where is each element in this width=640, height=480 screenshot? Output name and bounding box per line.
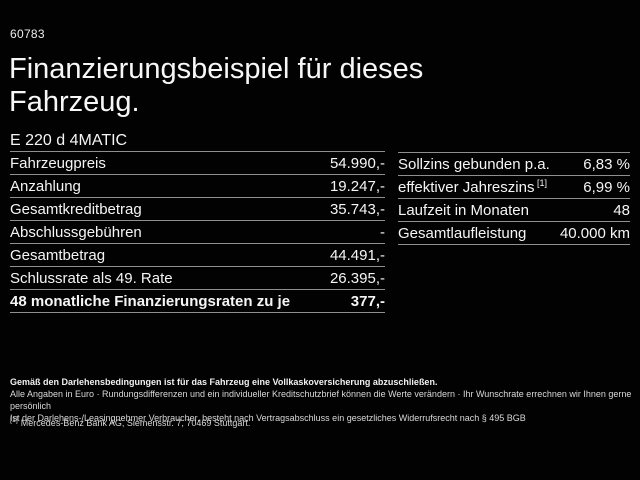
vehicle-model-name: E 220 d 4MATIC <box>10 132 128 149</box>
table-row: Anzahlung 19.247,- <box>10 175 385 198</box>
fine-print-withdrawal-note: Ist der Darlehens-/Leasingnehmer Verbrau… <box>10 413 526 423</box>
row-value: 54.990,- <box>329 154 385 172</box>
table-row: Gesamtkreditbetrag 35.743,- <box>10 198 385 221</box>
finance-details-table: E 220 d 4MATIC Fahrzeugpreis 54.990,- Anza… <box>10 131 385 313</box>
footnote-marker: [1] <box>10 417 18 424</box>
row-label: Anzahlung <box>10 177 81 195</box>
row-value: 377,- <box>350 292 385 310</box>
table-row: Abschlussgebühren - <box>10 221 385 244</box>
legal-fine-print: Gemäß den Darlehensbedingungen ist für d… <box>10 376 632 424</box>
row-label: Fahrzeugpreis <box>10 154 106 172</box>
footnote-text: Mercedes-Benz Bank AG, Siemensstr. 7, 70… <box>20 418 251 428</box>
table-row: effektiver Jahreszins [1] 6,99 % <box>398 176 630 199</box>
row-value: 40.000 km <box>559 224 630 242</box>
bank-footnote: [1] Mercedes-Benz Bank AG, Siemensstr. 7,… <box>10 417 250 428</box>
row-label: Abschlussgebühren <box>10 223 142 241</box>
row-value: 26.395,- <box>329 269 385 287</box>
table-row: Schlussrate als 49. Rate 26.395,- <box>10 267 385 290</box>
vehicle-model-row: E 220 d 4MATIC <box>10 131 385 152</box>
row-value: 44.491,- <box>329 246 385 264</box>
table-row: Gesamtbetrag 44.491,- <box>10 244 385 267</box>
row-value: 6,99 % <box>583 178 630 196</box>
row-label: Gesamtlaufleistung <box>398 224 527 242</box>
offer-reference-number: 60783 <box>10 27 45 41</box>
interest-terms-rows: Sollzins gebunden p.a. 6,83 % effektiver J… <box>398 153 630 245</box>
table-row: Gesamtlaufleistung 40.000 km <box>398 222 630 245</box>
footnote-reference: [1] <box>534 177 547 188</box>
table-row: Sollzins gebunden p.a. 6,83 % <box>398 153 630 176</box>
row-value: 6,83 % <box>583 155 630 173</box>
row-value: - <box>380 223 385 241</box>
row-label: effektiver Jahreszins [1] <box>398 177 547 196</box>
fine-print-insurance-note: Gemäß den Darlehensbedingungen ist für d… <box>10 377 438 387</box>
table-row: Fahrzeugpreis 54.990,- <box>10 152 385 175</box>
page-title: Finanzierungsbeispiel für dieses Fahrzeu… <box>9 53 424 118</box>
row-label: Sollzins gebunden p.a. <box>398 155 550 173</box>
row-label: Laufzeit in Monaten <box>398 201 529 219</box>
row-label: 48 monatliche Finanzierungsraten zu je <box>10 292 291 310</box>
row-label: Gesamtkreditbetrag <box>10 200 142 218</box>
fine-print-euro-note: Alle Angaben in Euro · Rundungsdifferenz… <box>10 389 632 411</box>
finance-details-rows: Fahrzeugpreis 54.990,- Anzahlung 19.247,- Ge… <box>10 152 385 313</box>
row-label: Gesamtbetrag <box>10 246 106 264</box>
table-row: 48 monatliche Finanzierungsraten zu je 37… <box>10 290 385 313</box>
row-value: 35.743,- <box>329 200 385 218</box>
table-row: Laufzeit in Monaten 48 <box>398 199 630 222</box>
row-label: Schlussrate als 49. Rate <box>10 269 173 287</box>
row-value: 19.247,- <box>329 177 385 195</box>
interest-terms-table: Sollzins gebunden p.a. 6,83 % effektiver J… <box>398 152 630 245</box>
row-value: 48 <box>613 201 630 219</box>
